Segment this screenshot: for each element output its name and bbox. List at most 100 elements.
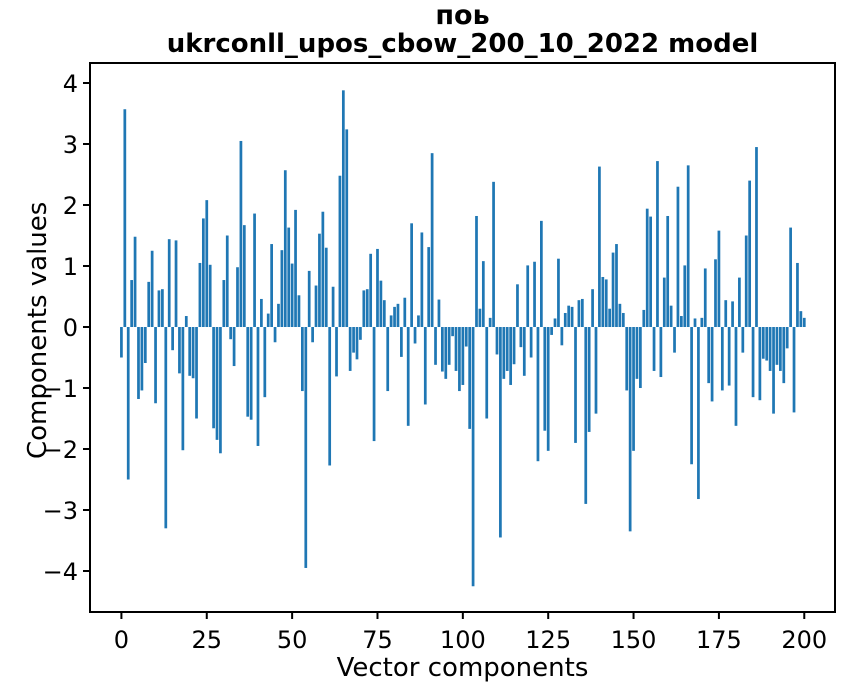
x-tick-label: 150 (611, 626, 657, 654)
bar (171, 327, 174, 351)
bar (229, 327, 233, 340)
bar (492, 181, 495, 328)
bar (533, 261, 536, 328)
bar (430, 153, 434, 328)
bar (236, 267, 239, 328)
bar (386, 327, 390, 392)
bar (755, 147, 758, 328)
bar (673, 327, 676, 353)
bar (656, 161, 659, 328)
bar (382, 300, 386, 328)
bar (335, 327, 338, 377)
bar (304, 327, 308, 568)
bar (130, 280, 134, 328)
bar (198, 262, 202, 328)
bar (427, 247, 431, 328)
bar (359, 327, 362, 340)
bar (662, 277, 666, 328)
bar (772, 327, 775, 414)
bar (652, 327, 656, 371)
bar (478, 308, 482, 328)
y-tick-label: 2 (63, 192, 78, 220)
bar (635, 327, 639, 379)
bar (434, 327, 437, 365)
bar (475, 215, 478, 328)
bar (297, 295, 301, 328)
bar (184, 316, 188, 328)
bar (601, 276, 605, 328)
bar (625, 327, 629, 391)
bar (512, 327, 516, 365)
bar (161, 289, 164, 328)
bar (468, 327, 472, 429)
bar (495, 327, 499, 355)
bar (618, 303, 622, 328)
bar (324, 247, 328, 328)
x-tick-label: 50 (277, 626, 308, 654)
bar (485, 327, 489, 419)
bar (379, 280, 383, 328)
y-tick-label: 1 (63, 253, 78, 281)
bar (451, 327, 454, 337)
bar (710, 327, 714, 402)
bar (147, 281, 151, 328)
bar (724, 300, 728, 328)
bar (440, 327, 444, 372)
bar (260, 298, 263, 328)
bar (239, 140, 243, 328)
bar (519, 327, 523, 348)
bar (560, 327, 564, 346)
bar (348, 327, 352, 371)
bar (249, 327, 253, 420)
bar (369, 253, 373, 328)
bar (690, 327, 693, 465)
bar (686, 165, 690, 328)
bar (481, 261, 485, 328)
bar (522, 327, 526, 376)
bar (396, 303, 400, 328)
bar (365, 289, 369, 328)
bar (464, 327, 468, 347)
bar (751, 327, 755, 398)
bar (792, 327, 796, 413)
bar (458, 327, 461, 392)
bar (307, 270, 311, 328)
bar (181, 327, 185, 451)
bar (355, 327, 359, 360)
bar (154, 327, 157, 404)
bar (215, 327, 219, 440)
bar (393, 306, 396, 328)
bar (447, 327, 451, 365)
bar (318, 233, 321, 328)
bar (502, 327, 506, 379)
bar (536, 327, 540, 462)
x-tick-label: 100 (440, 626, 486, 654)
bar (488, 317, 492, 328)
bar (420, 232, 424, 328)
bar (444, 327, 448, 379)
bar (120, 327, 123, 358)
bar (567, 305, 571, 328)
bar (768, 327, 772, 371)
bar (287, 227, 291, 328)
bar (273, 327, 277, 343)
bar (645, 208, 649, 328)
bar (594, 327, 598, 414)
bar (294, 209, 297, 328)
bar (526, 265, 530, 328)
bar (461, 327, 465, 385)
x-tick-label: 75 (362, 626, 393, 654)
bar (509, 327, 513, 385)
bar (403, 297, 407, 328)
bar (738, 277, 741, 328)
bar (413, 327, 417, 344)
bar (546, 327, 550, 451)
bar (280, 250, 284, 328)
bar (659, 327, 663, 378)
bar (219, 327, 222, 454)
bar (744, 235, 748, 328)
bar (314, 285, 318, 328)
bar (338, 175, 342, 328)
bar (543, 327, 547, 431)
